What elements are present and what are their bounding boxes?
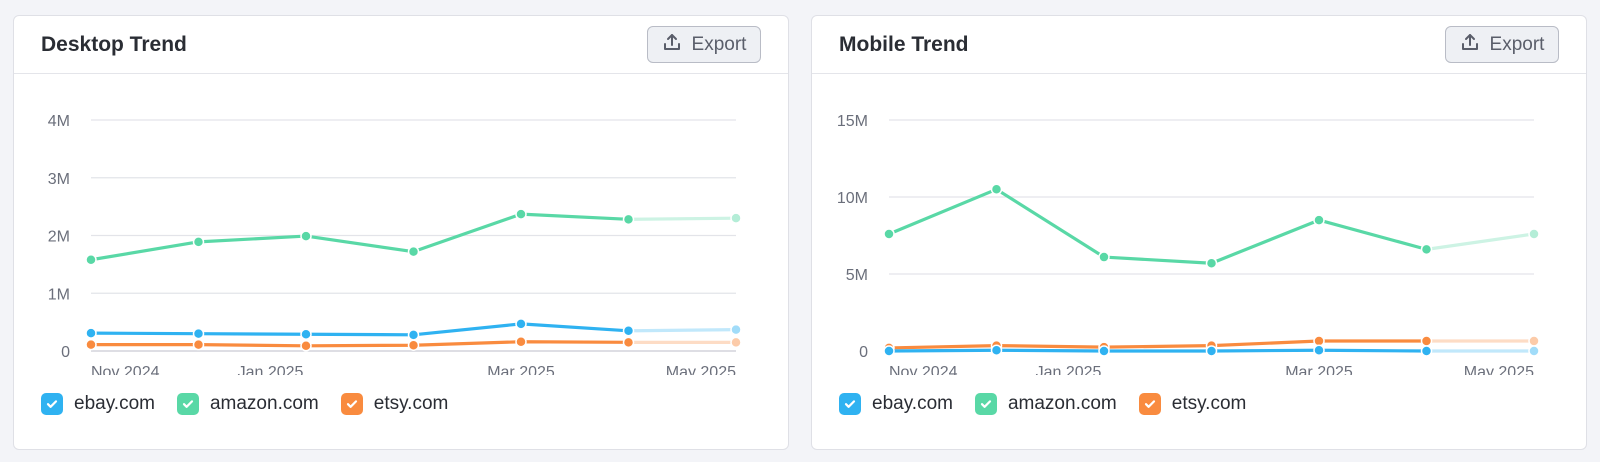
- export-label: Export: [1489, 33, 1545, 55]
- series-line-partial-amazon: [1424, 232, 1536, 251]
- data-point: [1098, 251, 1110, 263]
- mobile-trend-card: Mobile Trend Export 0 5M 10M 15M Nov 2024 Jan…: [811, 15, 1587, 450]
- x-tick-label: May 2025: [1464, 364, 1534, 375]
- legend-label: ebay.com: [74, 393, 155, 414]
- checkbox-checked-icon[interactable]: [41, 393, 63, 415]
- data-point: [1528, 345, 1540, 357]
- data-point: [1098, 345, 1110, 357]
- data-point: [1420, 243, 1433, 256]
- series-line-etsy: [89, 340, 631, 348]
- data-point: [300, 340, 312, 352]
- data-point: [622, 336, 635, 349]
- data-point: [515, 208, 527, 220]
- data-point: [192, 327, 205, 340]
- export-button[interactable]: Export: [647, 26, 761, 63]
- legend-label: etsy.com: [373, 393, 449, 414]
- data-point: [85, 338, 97, 351]
- legend-item-amazon[interactable]: amazon.com: [176, 393, 319, 415]
- series-line-amazon: [887, 187, 1429, 265]
- legend-item-amazon[interactable]: amazon.com: [974, 393, 1117, 415]
- card-title: Desktop Trend: [41, 33, 187, 56]
- data-point: [1420, 345, 1433, 357]
- legend-item-ebay[interactable]: ebay.com: [41, 393, 155, 415]
- x-tick-label: May 2025: [666, 364, 736, 375]
- y-tick-label: 4M: [48, 113, 70, 130]
- y-tick-label: 15M: [837, 113, 868, 130]
- export-label: Export: [691, 33, 747, 55]
- legend-item-ebay[interactable]: ebay.com: [839, 393, 953, 415]
- series-line-partial-ebay: [626, 328, 738, 333]
- data-point: [85, 327, 97, 339]
- checkbox-checked-icon[interactable]: [176, 393, 199, 415]
- export-button[interactable]: Export: [1445, 26, 1559, 63]
- y-tick-label: 0: [859, 344, 868, 361]
- checkbox-checked-icon[interactable]: [1138, 393, 1161, 415]
- x-tick-label: Nov 2024: [91, 364, 160, 375]
- y-tick-label: 3M: [48, 171, 70, 188]
- legend-label: ebay.com: [872, 393, 953, 414]
- y-tick-label: 1M: [48, 286, 70, 303]
- data-point: [883, 345, 895, 357]
- data-point: [1313, 214, 1325, 226]
- series-line-etsy: [887, 339, 1429, 350]
- data-point: [1205, 345, 1218, 357]
- legend: ebay.com amazon.com etsy.com: [839, 393, 1246, 415]
- checkbox-checked-icon[interactable]: [839, 393, 861, 415]
- data-point: [407, 329, 420, 341]
- legend-label: amazon.com: [1007, 393, 1117, 414]
- card-header: Desktop Trend Export: [14, 16, 788, 74]
- legend-item-etsy[interactable]: etsy.com: [340, 393, 449, 415]
- data-point: [192, 338, 205, 351]
- data-point: [622, 213, 635, 226]
- data-point: [515, 336, 527, 348]
- x-tick-label: Nov 2024: [889, 364, 958, 375]
- data-point: [730, 212, 742, 224]
- card-title: Mobile Trend: [839, 33, 969, 56]
- checkbox-checked-icon[interactable]: [974, 393, 997, 415]
- series-line-partial-amazon: [626, 216, 738, 221]
- data-point: [300, 230, 312, 242]
- y-tick-label: 10M: [837, 190, 868, 207]
- data-point: [85, 254, 97, 266]
- x-tick-label: Mar 2025: [487, 364, 555, 375]
- x-tick-label: Jan 2025: [238, 364, 304, 375]
- data-point: [883, 228, 895, 240]
- legend-label: amazon.com: [209, 393, 319, 414]
- series-line-amazon: [89, 212, 631, 262]
- data-point: [192, 236, 205, 248]
- series-line-ebay: [89, 322, 631, 337]
- data-point: [1205, 257, 1218, 269]
- y-tick-label: 0: [61, 344, 70, 361]
- y-tick-label: 5M: [846, 267, 868, 284]
- x-tick-label: Mar 2025: [1285, 364, 1353, 375]
- data-point: [990, 183, 1003, 196]
- data-point: [990, 344, 1003, 356]
- upload-icon: [662, 32, 682, 57]
- legend-item-etsy[interactable]: etsy.com: [1138, 393, 1247, 415]
- data-point: [300, 328, 312, 341]
- card-header: Mobile Trend Export: [812, 16, 1586, 74]
- data-point: [1528, 228, 1540, 240]
- desktop-trend-card: Desktop Trend Export 0 1M 2M 3M 4M Nov 2024 Ja…: [13, 15, 789, 450]
- data-point: [1528, 335, 1540, 347]
- mobile-trend-chart: 0 5M 10M 15M Nov 2024 Jan 2025 Mar 2025 May 202…: [837, 113, 1540, 375]
- upload-icon: [1460, 32, 1480, 57]
- data-point: [1313, 344, 1325, 356]
- data-point: [1420, 335, 1433, 347]
- legend: ebay.com amazon.com etsy.com: [41, 393, 448, 415]
- checkbox-checked-icon[interactable]: [340, 393, 363, 415]
- data-point: [515, 318, 527, 330]
- data-point: [407, 245, 420, 258]
- data-point: [730, 336, 742, 349]
- data-point: [407, 339, 420, 351]
- series-line-ebay: [887, 348, 1429, 353]
- data-point: [622, 325, 635, 337]
- x-tick-label: Jan 2025: [1036, 364, 1102, 375]
- desktop-trend-chart: 0 1M 2M 3M 4M Nov 2024 Jan 2025 Mar 2025 May 202…: [48, 113, 742, 375]
- data-point: [730, 323, 742, 336]
- y-tick-label: 2M: [48, 229, 70, 246]
- legend-label: etsy.com: [1171, 393, 1247, 414]
